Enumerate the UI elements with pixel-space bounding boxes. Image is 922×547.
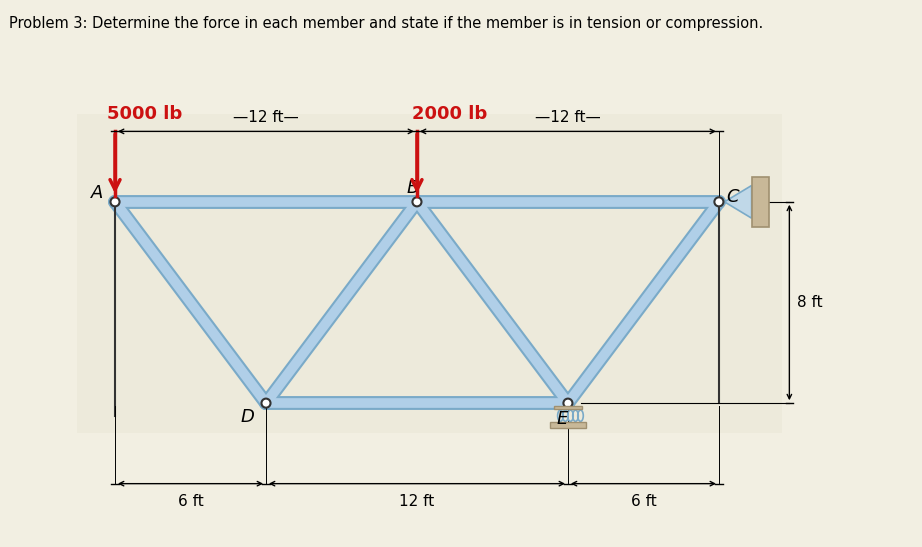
- Circle shape: [563, 399, 573, 408]
- Text: 6 ft: 6 ft: [631, 494, 656, 509]
- Polygon shape: [725, 185, 751, 218]
- Circle shape: [715, 197, 724, 206]
- Circle shape: [412, 197, 421, 206]
- Text: 5000 lb: 5000 lb: [108, 104, 183, 123]
- Bar: [554, 406, 582, 409]
- Text: D: D: [241, 408, 254, 426]
- Bar: [751, 177, 769, 227]
- Circle shape: [262, 399, 270, 408]
- Polygon shape: [77, 114, 782, 433]
- Text: —12 ft—: —12 ft—: [233, 110, 299, 125]
- Text: 12 ft: 12 ft: [399, 494, 434, 509]
- Text: 8 ft: 8 ft: [797, 295, 822, 310]
- Bar: [550, 422, 585, 428]
- Text: E: E: [557, 410, 568, 428]
- Text: Problem 3: Determine the force in each member and state if the member is in tens: Problem 3: Determine the force in each m…: [9, 16, 763, 31]
- Text: A: A: [91, 184, 103, 202]
- Text: 6 ft: 6 ft: [178, 494, 204, 509]
- Text: 2000 lb: 2000 lb: [412, 104, 487, 123]
- Text: B: B: [407, 179, 420, 197]
- Text: —12 ft—: —12 ft—: [535, 110, 601, 125]
- Text: C: C: [727, 188, 739, 206]
- Circle shape: [111, 197, 120, 206]
